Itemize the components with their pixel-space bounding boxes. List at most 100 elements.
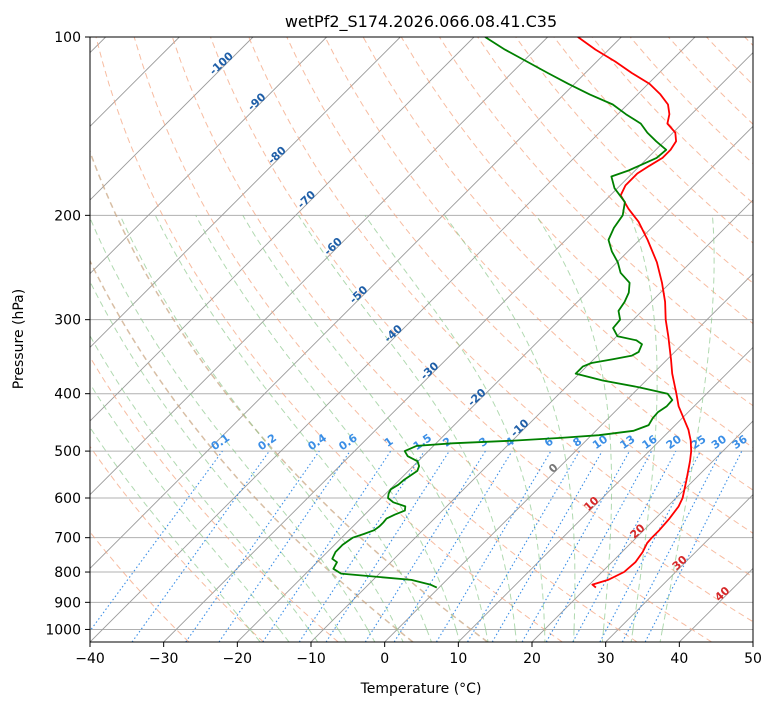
mixing-ratio-line [521,450,630,642]
isotherm-label: 10 [582,494,602,514]
isotherm-line [90,37,696,642]
y-tick-label: 300 [54,313,81,329]
isotherm-lines [90,37,753,642]
x-tick-label: −30 [149,651,179,667]
mixing-ratio-line [435,450,552,642]
moist-adiabat [485,629,489,642]
mixing-ratio-line [599,450,702,642]
y-tick-label: 200 [54,208,81,224]
y-tick-label: 900 [54,595,81,611]
mixing-ratio-label: 0.6 [336,431,360,453]
dry-adiabat [477,37,753,325]
mixing-ratio-label: 1.5 [411,431,434,453]
dry-adiabat [591,37,753,204]
isotherm-label: -90 [245,90,269,113]
moist-adiabat [242,215,487,630]
isotherm-line [237,125,753,642]
dry-adiabat [553,37,753,244]
dry-adiabat [438,37,753,366]
mixing-ratio-line [644,450,743,642]
moist-adiabat [90,334,310,630]
mixing-ratio-label: 13 [617,433,637,452]
dry-adiabat [90,356,339,642]
isotherm-label: -20 [465,386,489,409]
isotherm-label: -40 [382,322,406,345]
mixing-ratio-line [325,450,450,642]
plot-frame [89,36,754,643]
x-tick-label: −10 [296,651,326,667]
mixing-ratio-line [393,450,513,642]
isotherm-line [310,199,753,642]
x-tick-label: 0 [380,651,389,667]
isotherm-label: 40 [712,584,732,604]
x-tick-label: −40 [75,651,105,667]
dry-adiabat [515,37,753,284]
mixing-ratio-line [218,450,351,642]
isotherm-line [90,37,548,496]
isotherm-label: -10 [508,416,532,439]
dry-adiabat [95,37,563,642]
isotherm-label: -70 [295,188,319,211]
moist-adiabat [535,215,613,630]
x-tick-label: −20 [223,651,253,667]
isotherm-label: -50 [347,283,371,306]
plot-area: 0.1 0.2 0.4 0.6 1 1.5 2 3 4 6 8 10 13 16 20 25 30 36-100-… [90,37,753,642]
dry-adiabat [171,37,712,642]
dry-adiabat [324,37,753,491]
isotherm-line [90,37,254,201]
mixing-ratio-label: 36 [730,432,750,452]
profile-series [331,37,693,589]
mixing-ratio-line [491,450,603,642]
dry-adiabat [744,37,753,47]
mixing-ratio-line [262,450,392,642]
moist-adiabat [661,215,715,630]
temperature-line [577,37,693,589]
moist-adiabat [455,629,461,642]
dry-adiabat [210,37,753,623]
chart-title: wetPf2_S174.2026.066.08.41.C35 [285,12,557,32]
moist-adiabat [297,215,516,630]
moist-adiabat [444,215,576,630]
isotherm-line [752,641,753,642]
moist-adiabat [629,215,658,630]
x-tick-label: 40 [670,651,688,667]
mixing-ratio-line [185,450,320,642]
mixing-ratio-line [572,450,677,642]
dry-adiabat [668,37,753,125]
mixing-ratio-label: 0.1 [209,431,232,453]
isotherm-label: -60 [321,235,345,258]
moist-adiabat [90,216,369,630]
dewpoint-line [331,37,674,589]
dry-adiabat [90,259,414,642]
x-tick-label: 10 [449,651,467,667]
mixing-ratio-label: 0.2 [256,431,279,453]
moist-adiabats [90,215,715,642]
y-tick-label: 600 [54,491,81,507]
moist-adiabat [426,629,432,642]
mixing-ratio-label: 30 [709,432,729,452]
moist-adiabat [630,629,634,642]
x-tick-label: 30 [597,651,615,667]
moist-adiabat [396,629,404,642]
isotherm-line [90,37,622,569]
dry-adiabat [90,531,190,642]
isotherm-line [90,37,401,348]
dry-adiabat [90,445,264,642]
moist-adiabat [514,629,517,642]
y-tick-label: 700 [54,531,81,547]
mixing-ratio-lines [90,450,743,642]
isotherm-line [90,37,475,422]
moist-adiabat [279,629,290,642]
y-tick-label: 500 [54,444,81,460]
y-axis-label: Pressure (hPa) [11,289,27,389]
moist-adiabat [601,629,604,642]
isotherm-label: -80 [265,144,289,167]
moist-adiabat [90,382,280,630]
moist-adiabat [337,629,347,642]
dry-adiabats [90,37,753,642]
dry-adiabat [248,37,753,578]
mixing-ratio-line [90,450,223,632]
y-tick-label: 400 [54,387,81,403]
x-tick-label: 50 [744,651,762,667]
